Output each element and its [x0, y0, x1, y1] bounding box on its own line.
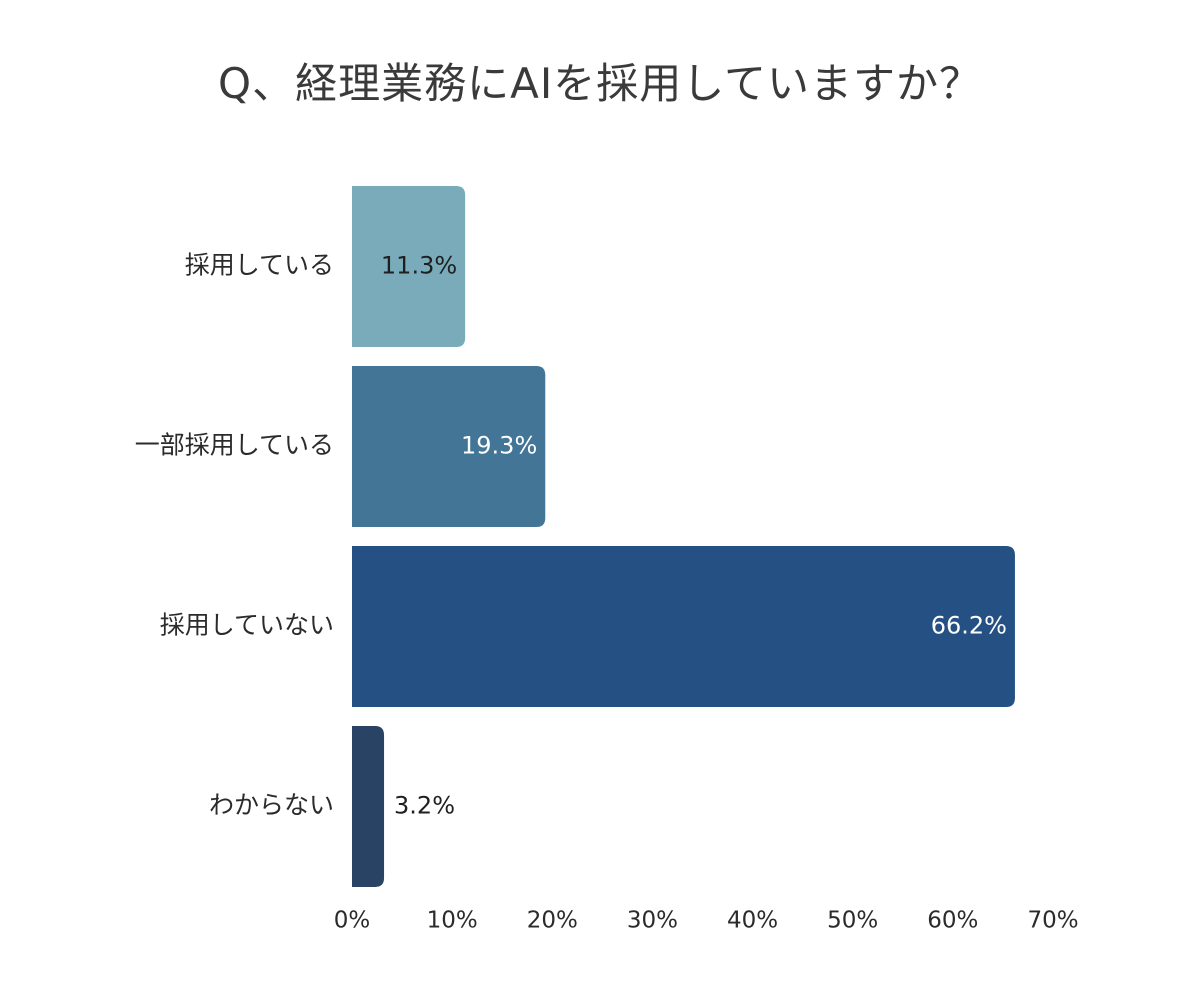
- x-tick-label-5: 50%: [827, 908, 878, 934]
- x-tick-label-1: 10%: [427, 908, 478, 934]
- value-label-0: 11.3%: [381, 252, 457, 280]
- category-label-2: 採用していない: [160, 611, 334, 640]
- value-label-1: 19.3%: [461, 432, 537, 460]
- value-label-2: 66.2%: [931, 612, 1007, 640]
- x-tick-label-6: 60%: [927, 908, 978, 934]
- bar-2: [352, 546, 1015, 707]
- x-tick-label-0: 0%: [334, 908, 371, 934]
- x-tick-label-3: 30%: [627, 908, 678, 934]
- x-tick-label-4: 40%: [727, 908, 778, 934]
- value-label-3: 3.2%: [394, 792, 455, 820]
- category-label-0: 採用している: [185, 251, 334, 280]
- bar-0: [352, 186, 466, 347]
- x-tick-label-2: 20%: [527, 908, 578, 934]
- chart-title: Q、経理業務にAIを採用していますか？: [218, 59, 982, 108]
- bar-1: [352, 366, 546, 527]
- category-label-3: わからない: [209, 791, 334, 820]
- x-tick-label-7: 70%: [1027, 908, 1078, 934]
- category-label-1: 一部採用している: [135, 431, 334, 460]
- bar-3: [352, 726, 385, 887]
